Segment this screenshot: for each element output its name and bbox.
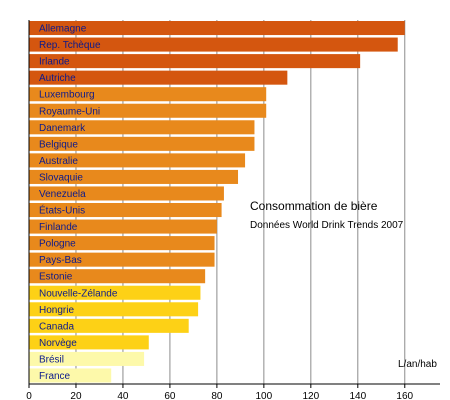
chart-title: Consommation de bière [250,199,378,213]
x-tick-label-7: 140 [349,391,366,400]
category-label-17: Hongrie [39,305,74,316]
bar-2 [29,54,361,69]
x-tick-label-5: 100 [256,391,273,400]
x-tick-label-1: 20 [70,391,82,400]
bar-11 [29,203,222,218]
bar-16 [29,285,201,300]
bar-14 [29,252,215,267]
category-label-20: Brésil [39,354,64,365]
bar-18 [29,318,189,333]
bar-13 [29,236,215,251]
bar-15 [29,269,206,284]
category-label-14: Pays-Bas [39,255,82,266]
bar-10 [29,186,224,201]
category-label-0: Allemagne [39,24,87,35]
bar-1 [29,37,398,52]
category-label-5: Royaume-Uni [39,106,100,117]
x-tick-label-4: 80 [211,391,223,400]
x-tick-label-3: 60 [164,391,176,400]
bar-19 [29,335,149,350]
category-label-15: Estonie [39,272,73,283]
bar-4 [29,87,267,102]
category-label-19: Norvège [39,338,77,349]
bar-9 [29,169,239,184]
chart-subtitle: Données World Drink Trends 2007 [250,220,404,231]
category-label-12: Finlande [39,222,78,233]
bar-5 [29,103,267,118]
category-label-7: Belgique [39,139,78,150]
category-label-10: Venezuela [39,189,86,200]
category-label-16: Nouvelle-Zélande [39,288,118,299]
category-label-18: Canada [39,321,74,332]
bar-21 [29,368,112,383]
bar-7 [29,136,255,151]
x-tick-label-8: 160 [396,391,413,400]
category-label-21: France [39,371,71,382]
bar-6 [29,120,255,135]
x-tick-label-0: 0 [26,391,32,400]
category-label-8: Australie [39,156,78,167]
unit-label: L/an/hab [398,359,437,370]
category-label-13: Pologne [39,239,76,250]
category-label-1: Rep. Tchèque [39,40,101,51]
category-label-6: Danemark [39,123,86,134]
bar-3 [29,70,288,85]
bar-8 [29,153,246,168]
x-tick-label-6: 120 [302,391,319,400]
bar-17 [29,302,199,317]
category-label-4: Luxembourg [39,90,95,101]
category-label-11: États-Unis [39,204,85,217]
category-label-2: Irlande [39,57,70,68]
bar-0 [29,21,405,36]
bar-12 [29,219,217,234]
category-label-9: Slovaquie [39,172,83,183]
x-tick-label-2: 40 [117,391,129,400]
category-label-3: Autriche [39,73,76,84]
bar-20 [29,351,145,366]
